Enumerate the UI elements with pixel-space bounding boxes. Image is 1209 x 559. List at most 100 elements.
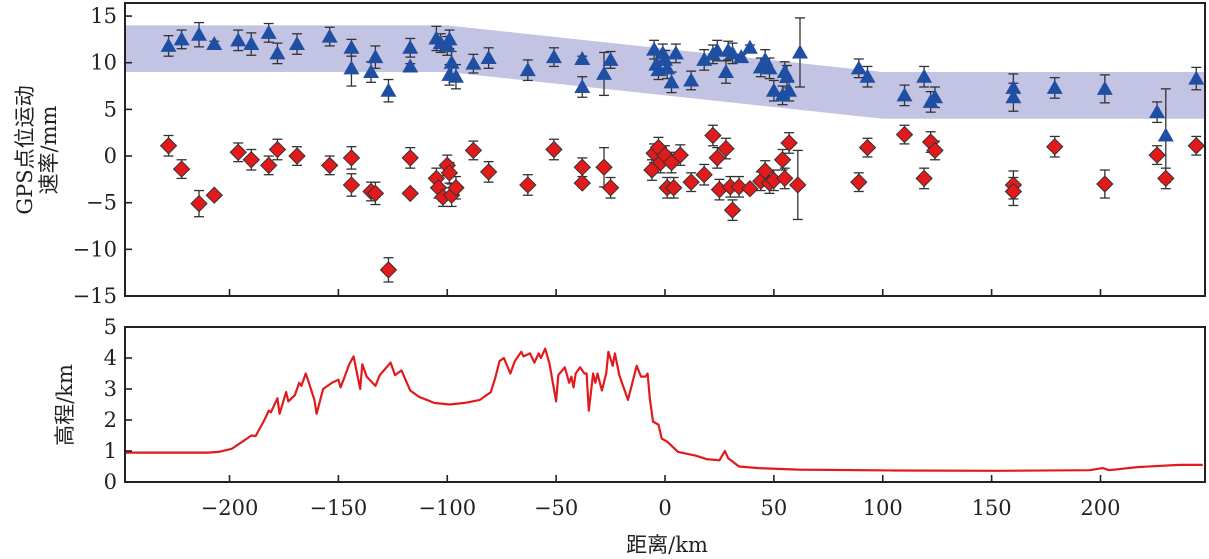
top-y-axis: 15 10 5 0 −5 −10 −15 [73, 4, 132, 308]
diamond-marker [464, 141, 483, 160]
x-tick-label: −150 [310, 496, 368, 520]
triangle-marker [343, 60, 360, 75]
triangle-marker [269, 45, 286, 60]
triangle-marker [733, 49, 750, 64]
y-tick-label: 10 [90, 51, 117, 75]
x-tick-label: 50 [761, 496, 788, 520]
y-tick-label: 0 [104, 144, 117, 168]
y-tick-label: 1 [104, 439, 117, 463]
diamond-marker [1004, 182, 1023, 201]
diamond-marker [730, 178, 748, 196]
diamond-marker [704, 126, 722, 145]
triangle-marker [596, 65, 613, 80]
triangle-marker [850, 60, 867, 75]
triangle-marker [1157, 127, 1174, 142]
diamond-marker [741, 179, 759, 198]
diamond-marker [671, 146, 689, 164]
triangle-marker [173, 31, 190, 46]
triangle-marker [230, 32, 247, 47]
diamond-marker [519, 176, 537, 194]
triangle-marker [602, 51, 619, 66]
triangle-marker [724, 45, 741, 60]
diamond-marker [708, 149, 726, 167]
x-tick-label: 200 [1080, 496, 1120, 520]
diamond-marker [366, 184, 385, 203]
triangle-marker [778, 68, 795, 83]
diamond-marker [479, 163, 498, 181]
triangle-marker [206, 36, 223, 51]
diamond-marker [895, 125, 914, 144]
triangle-marker [160, 37, 177, 52]
triangle-marker [363, 64, 380, 79]
triangle-marker [781, 82, 798, 97]
diamond-marker [915, 169, 933, 188]
triangle-marker [480, 50, 497, 65]
y-tick-label: 3 [104, 377, 117, 401]
triangle-marker [916, 68, 933, 83]
diamond-marker [717, 139, 735, 158]
triangle-marker [657, 51, 673, 66]
diamond-marker [190, 194, 208, 213]
triangle-marker [343, 39, 360, 54]
diamond-marker [1157, 169, 1175, 188]
x-tick-label: −200 [201, 496, 259, 520]
diamond-marker [205, 186, 223, 204]
triangle-marker [1096, 80, 1113, 95]
y-tick-label: 4 [104, 346, 117, 370]
x-tick-label: 150 [972, 496, 1012, 520]
diamond-marker [858, 138, 877, 157]
triangle-marker [402, 39, 419, 54]
triangle-marker [574, 78, 591, 93]
triangle-marker [243, 36, 260, 51]
diamond-marker [229, 143, 247, 162]
triangle-marker [519, 62, 536, 77]
top-panel: 15 10 5 0 −5 −10 −15 GPS点位运动 速率/mm [13, 2, 1206, 308]
triangle-marker [683, 72, 700, 87]
y-tick-label: 2 [104, 408, 117, 432]
triangle-marker [1005, 79, 1022, 94]
triangle-marker [859, 68, 876, 83]
x-tick-label: 0 [658, 496, 671, 520]
bottom-y-axis: 0 1 2 3 4 5 [104, 315, 132, 494]
diamond-marker [447, 179, 465, 197]
x-tick-label: −50 [534, 496, 578, 520]
triangle-marker [441, 31, 458, 46]
triangle-marker [402, 58, 419, 73]
diamond-marker [172, 160, 191, 178]
diamond-marker [789, 176, 807, 194]
triangle-marker [1046, 79, 1063, 94]
diamond-marker [776, 169, 794, 188]
diamond-marker [320, 156, 339, 175]
triangle-marker [447, 68, 464, 83]
top-x-axis [228, 289, 1102, 296]
triangle-marker [663, 74, 680, 89]
triangle-marker [792, 44, 808, 59]
diamond-marker [288, 147, 306, 165]
triangle-marker [380, 82, 397, 97]
y-tick-label: 0 [104, 470, 117, 494]
triangle-marker [741, 39, 758, 54]
top-y-axis-label-line1: GPS点位运动 [13, 85, 37, 214]
triangle-marker [1005, 89, 1022, 104]
diamond-marker [1096, 175, 1114, 193]
diamond-marker [665, 179, 683, 197]
triangle-marker [1188, 70, 1205, 85]
triangle-marker [896, 87, 913, 102]
triangle-marker [709, 42, 726, 57]
bottom-y-axis-label: 高程/km [53, 364, 77, 446]
bottom-panel: 0 1 2 3 4 5 −200 −150 −100 −50 0 50 100 150 200 高程/km… [53, 315, 1206, 557]
diamond-marker [440, 164, 459, 182]
diamond-marker [595, 158, 613, 176]
triangle-marker [465, 55, 482, 70]
triangle-marker [646, 41, 663, 56]
diamond-marker [342, 176, 361, 194]
triangle-marker [367, 49, 384, 64]
x-tick-label: 100 [863, 496, 903, 520]
y-tick-label: 5 [104, 97, 117, 121]
bottom-plot-frame [124, 326, 1206, 483]
diamond-marker [850, 173, 868, 191]
triangle-marker [761, 60, 778, 75]
diamond-marker [545, 140, 563, 159]
triangle-marker [260, 24, 277, 39]
